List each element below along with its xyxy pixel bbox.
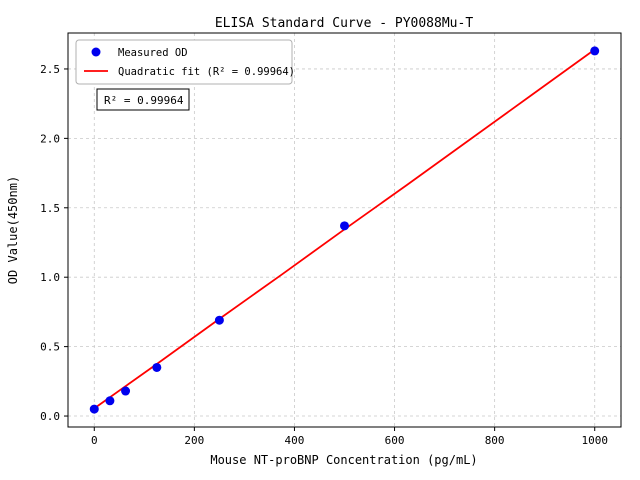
annotation-box [96,88,190,111]
y-tick-label: 0.0 [40,410,60,423]
data-point [121,386,131,396]
x-tick-label: 800 [485,434,505,447]
x-tick-label: 400 [285,434,305,447]
x-tick-label: 600 [385,434,405,447]
y-axis-label: OD Value(450nm) [6,176,20,284]
y-tick-label: 1.0 [40,271,60,284]
legend-marker-dot [91,47,101,57]
data-point [89,404,99,414]
legend: Measured OD Quadratic fit (R² = 0.99964) [75,39,295,85]
chart-title: ELISA Standard Curve - PY0088Mu-T [215,16,473,31]
data-point [105,396,115,406]
data-point [152,362,162,372]
x-tick-label: 200 [184,434,204,447]
legend-box [75,39,293,85]
chart-overlay-layer: Measured OD Quadratic fit (R² = 0.99964) R… [75,39,600,414]
y-tick-label: 0.5 [40,341,60,354]
y-tick-label: 2.0 [40,132,60,145]
plot-frame [67,32,622,428]
legend-label-fit: Quadratic fit (R² = 0.99964) [118,66,295,78]
data-point [590,46,600,56]
annotation-text: R² = 0.99964 [104,94,184,107]
r-squared-annotation: R² = 0.99964 [96,88,190,111]
data-point [214,315,224,325]
legend-label-measured: Measured OD [118,47,188,59]
y-tick-label: 2.5 [40,63,60,76]
x-axis-label: Mouse NT-proBNP Concentration (pg/mL) [210,453,477,467]
x-tick-label: 1000 [581,434,608,447]
y-tick-label: 1.5 [40,202,60,215]
data-point [340,221,349,231]
x-tick-label: 0 [91,434,98,447]
